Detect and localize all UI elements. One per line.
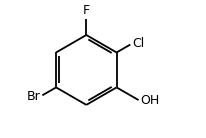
Text: Br: Br [27,90,41,103]
Text: Cl: Cl [132,37,144,50]
Text: F: F [83,4,90,17]
Text: OH: OH [140,94,160,107]
